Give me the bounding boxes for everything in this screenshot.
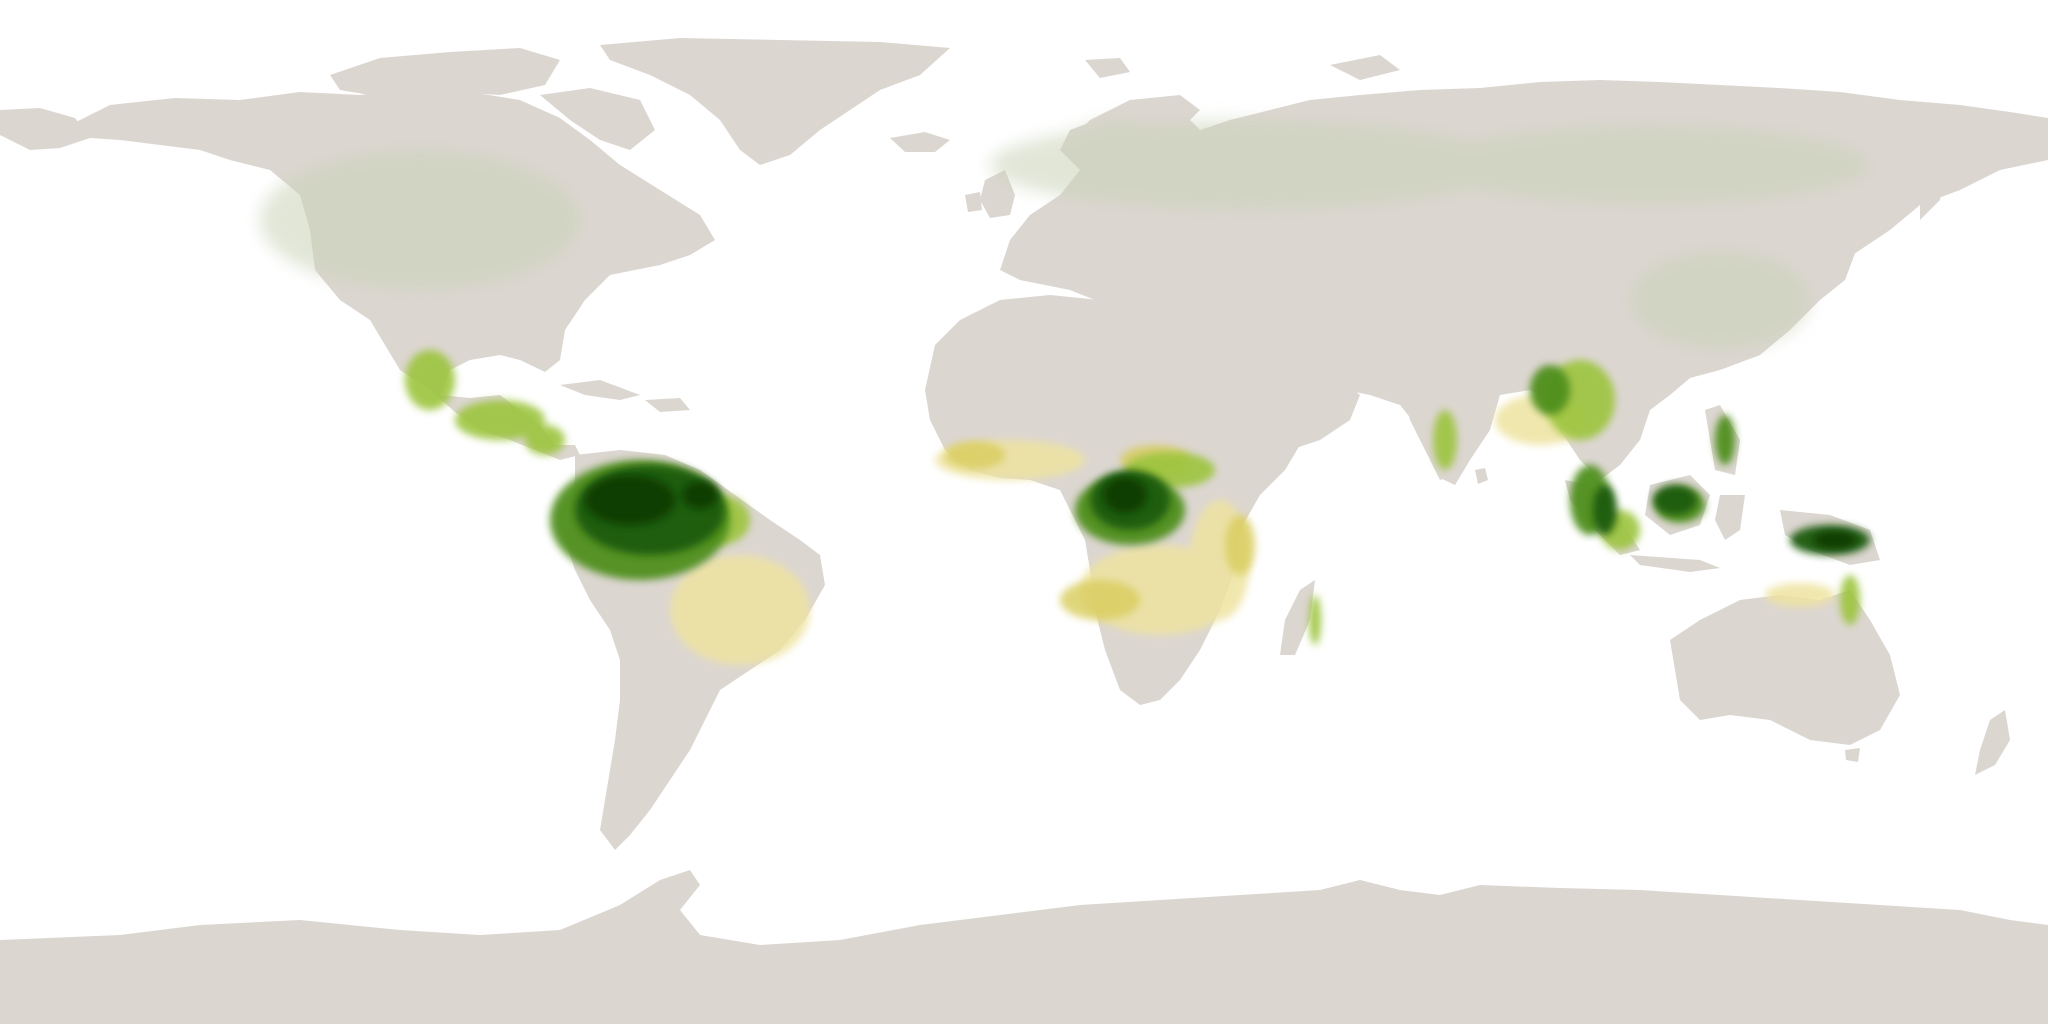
landmass-novaya-zemlya	[1330, 55, 1400, 80]
landmass-arabia	[1225, 345, 1360, 450]
landmass-cuba	[560, 380, 640, 400]
landmass-sri-lanka	[1475, 468, 1488, 484]
landmass-britain	[980, 170, 1015, 218]
landmass-japan	[1800, 210, 1860, 305]
landmass-greenland	[600, 38, 950, 165]
landmass-iceland	[890, 132, 950, 152]
landmass-svalbard	[1085, 58, 1130, 78]
landmass-australia	[1670, 590, 1900, 745]
landmass-antarctica	[0, 870, 2048, 1024]
landmass-kamchatka	[1920, 160, 1945, 220]
landmass-alaska	[0, 108, 90, 150]
forest-darkest	[585, 475, 1857, 549]
landmass-hispaniola	[645, 398, 690, 412]
landmass-tasmania	[1845, 748, 1860, 762]
landmass-madagascar	[1280, 580, 1315, 655]
landmass-java	[1630, 555, 1720, 572]
temperate-vegetation	[260, 120, 1870, 350]
landmass-sulawesi	[1715, 495, 1745, 540]
landmass-baffin	[540, 88, 655, 150]
landmass-new-zealand	[1975, 710, 2010, 775]
landmass-arctic-islands	[330, 48, 560, 98]
landmass-ireland	[965, 192, 982, 212]
